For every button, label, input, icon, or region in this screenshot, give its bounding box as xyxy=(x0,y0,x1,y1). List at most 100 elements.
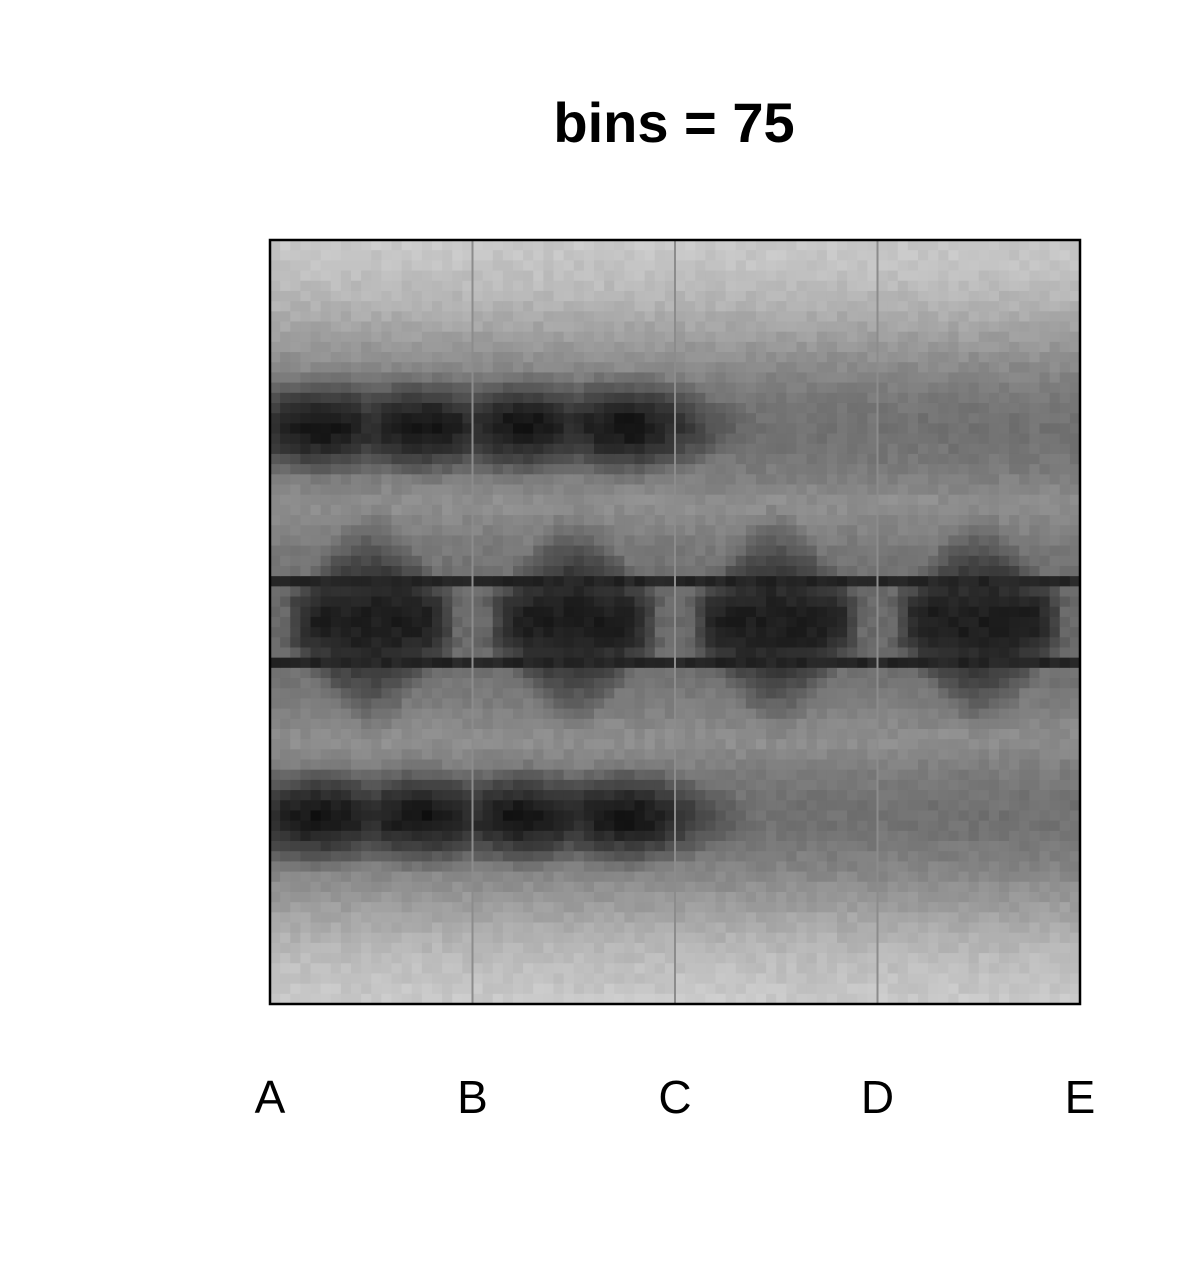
heatmap-cell xyxy=(452,718,463,730)
heatmap-cell xyxy=(695,240,706,251)
heatmap-cell xyxy=(705,851,717,862)
heatmap-cell xyxy=(330,942,342,954)
heatmap-cell xyxy=(664,871,676,883)
heatmap-cell xyxy=(452,596,463,608)
heatmap-cell xyxy=(695,321,706,333)
heatmap-cell xyxy=(351,942,362,954)
heatmap-cell xyxy=(796,402,808,414)
heatmap-cell xyxy=(867,352,879,363)
heatmap-cell xyxy=(523,352,534,363)
heatmap-cell xyxy=(918,423,929,435)
heatmap-cell xyxy=(563,993,575,1005)
heatmap-cell xyxy=(594,627,605,638)
heatmap-cell xyxy=(624,718,636,730)
heatmap-cell xyxy=(847,240,858,251)
heatmap-cell xyxy=(887,494,899,506)
heatmap-cell xyxy=(270,688,281,699)
heatmap-cell xyxy=(553,830,565,842)
heatmap-cell xyxy=(543,698,555,710)
heatmap-cell xyxy=(604,535,615,547)
heatmap-cell xyxy=(766,606,777,618)
heatmap-cell xyxy=(442,250,453,261)
heatmap-cell xyxy=(472,504,484,516)
heatmap-cell xyxy=(351,311,362,323)
heatmap-cell xyxy=(725,464,737,475)
heatmap-cell xyxy=(452,565,463,577)
heatmap-cell xyxy=(756,576,767,587)
heatmap-cell xyxy=(634,678,646,689)
heatmap-cell xyxy=(421,657,433,669)
heatmap-cell xyxy=(432,606,443,618)
heatmap-cell xyxy=(513,433,524,445)
heatmap-cell xyxy=(877,637,889,649)
heatmap-cell xyxy=(472,535,484,547)
heatmap-cell xyxy=(735,301,747,312)
heatmap-cell xyxy=(897,311,909,323)
heatmap-cell xyxy=(705,841,717,852)
heatmap-cell xyxy=(351,596,362,608)
heatmap-cell xyxy=(857,341,868,353)
heatmap-cell xyxy=(786,555,798,567)
heatmap-cell xyxy=(897,769,909,781)
heatmap-cell xyxy=(553,525,565,537)
heatmap-cell xyxy=(786,525,798,537)
heatmap-cell xyxy=(351,922,362,934)
heatmap-cell xyxy=(867,443,879,455)
heatmap-cell xyxy=(442,688,453,699)
heatmap-cell xyxy=(675,688,686,699)
heatmap-cell xyxy=(715,321,727,333)
heatmap-cell xyxy=(573,260,585,272)
heatmap-cell xyxy=(816,453,828,465)
heatmap-cell xyxy=(877,759,889,771)
heatmap-cell xyxy=(513,861,524,873)
heatmap-cell xyxy=(685,413,696,424)
heatmap-cell xyxy=(897,790,909,801)
heatmap-cell xyxy=(573,830,585,842)
heatmap-cell xyxy=(928,698,939,710)
heatmap-cell xyxy=(847,810,858,822)
heatmap-cell xyxy=(290,494,301,506)
heatmap-cell xyxy=(371,678,382,689)
heatmap-cell xyxy=(432,494,443,506)
heatmap-cell xyxy=(604,515,615,526)
heatmap-cell xyxy=(735,759,747,771)
heatmap-cell xyxy=(371,922,382,934)
heatmap-cell xyxy=(907,525,919,537)
heatmap-cell xyxy=(381,678,393,689)
heatmap-cell xyxy=(381,790,393,801)
heatmap-cell xyxy=(705,708,717,720)
heatmap-cell xyxy=(371,280,382,292)
heatmap-cell xyxy=(573,779,585,791)
heatmap-cell xyxy=(877,688,889,699)
heatmap-cell xyxy=(928,708,939,720)
heatmap-cell xyxy=(887,973,899,985)
heatmap-cell xyxy=(664,749,676,761)
heatmap-cell xyxy=(482,362,494,374)
heatmap-cell xyxy=(371,270,382,282)
heatmap-cell xyxy=(826,586,838,598)
heatmap-cell xyxy=(867,932,879,944)
heatmap-cell xyxy=(685,963,696,975)
heatmap-cell xyxy=(877,515,889,526)
heatmap-cell xyxy=(735,993,747,1005)
heatmap-cell xyxy=(523,525,534,537)
heatmap-cell xyxy=(442,627,453,638)
heatmap-cell xyxy=(644,963,656,975)
heatmap-cell xyxy=(796,810,808,822)
heatmap-cell xyxy=(280,841,291,852)
heatmap-cell xyxy=(442,321,453,333)
heatmap-cell xyxy=(907,841,919,852)
heatmap-cell xyxy=(482,240,494,251)
heatmap-cell xyxy=(391,565,403,577)
heatmap-cell xyxy=(340,800,352,812)
heatmap-cell xyxy=(826,718,838,730)
heatmap-cell xyxy=(502,993,514,1005)
heatmap-cell xyxy=(614,504,625,516)
heatmap-cell xyxy=(928,392,939,404)
heatmap-cell xyxy=(735,922,747,934)
heatmap-cell xyxy=(462,678,474,689)
heatmap-cell xyxy=(604,902,615,913)
heatmap-cell xyxy=(502,545,514,557)
heatmap-cell xyxy=(472,942,484,954)
heatmap-cell xyxy=(786,576,798,587)
